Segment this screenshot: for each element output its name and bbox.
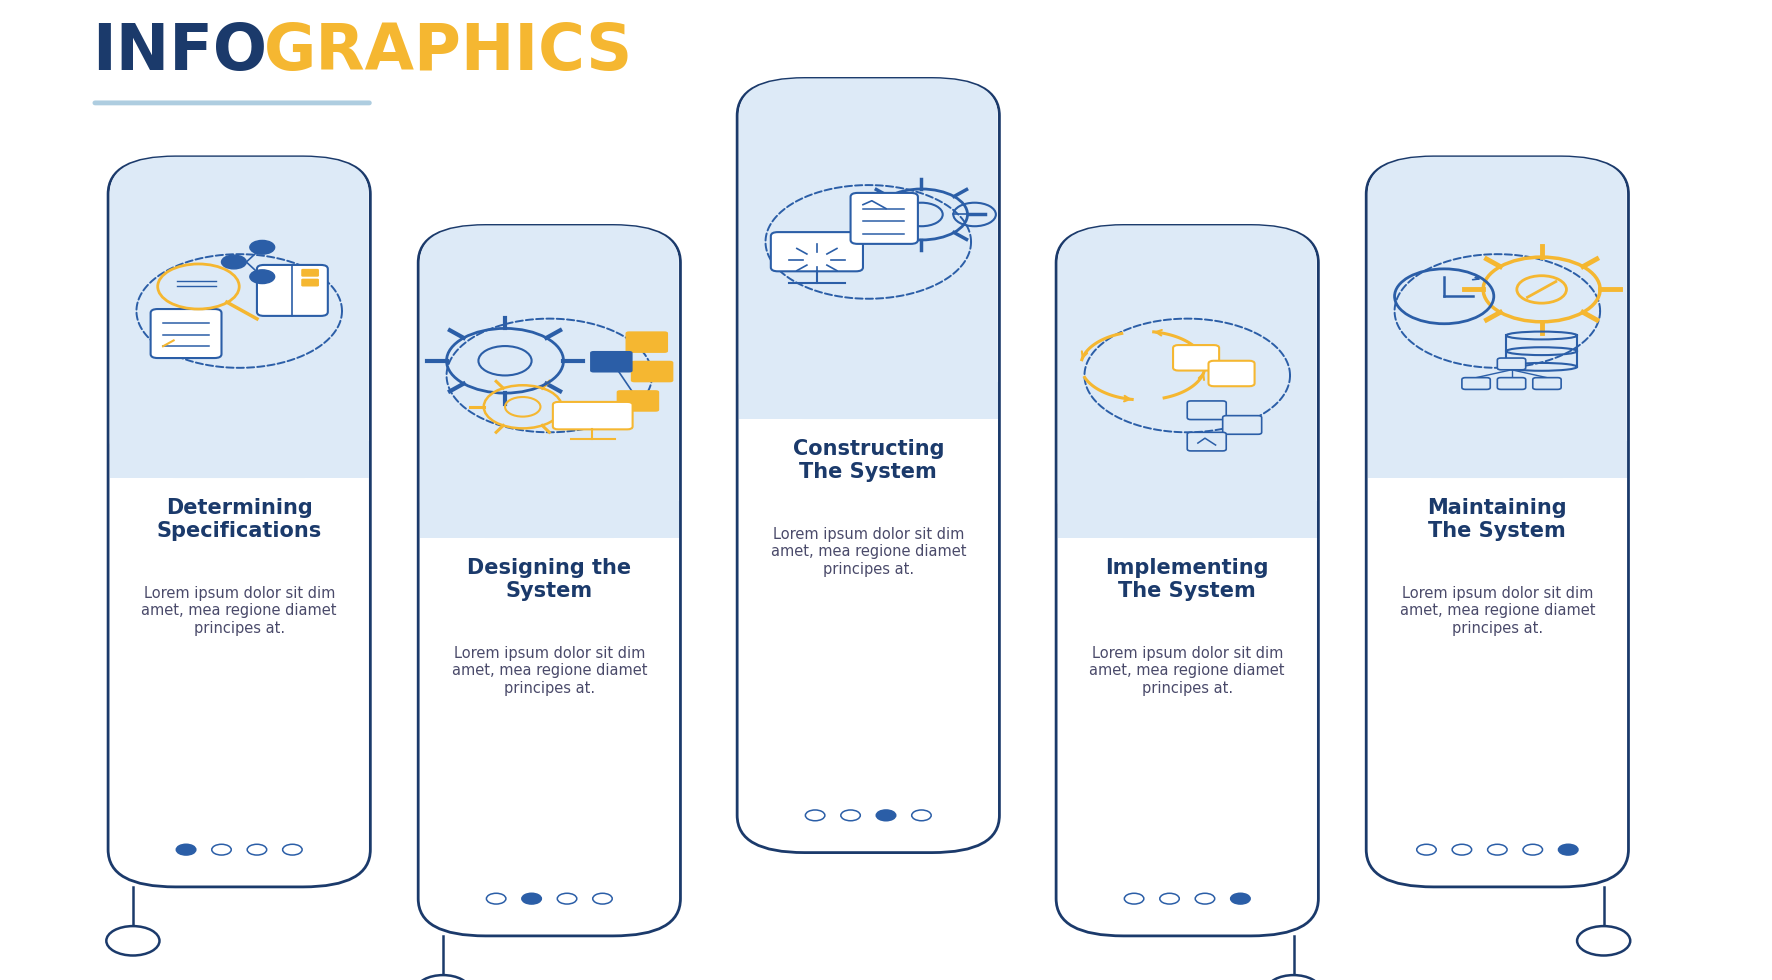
- FancyBboxPatch shape: [1173, 345, 1219, 370]
- Bar: [110, 441, 369, 478]
- FancyBboxPatch shape: [1187, 432, 1226, 451]
- FancyBboxPatch shape: [1223, 416, 1262, 434]
- Text: Maintaining
The System: Maintaining The System: [1428, 498, 1566, 541]
- FancyBboxPatch shape: [631, 361, 673, 382]
- Text: Lorem ipsum dolor sit dim
amet, mea regione diamet
principes at.: Lorem ipsum dolor sit dim amet, mea regi…: [452, 646, 647, 696]
- Circle shape: [1267, 975, 1320, 980]
- FancyBboxPatch shape: [110, 157, 369, 478]
- FancyBboxPatch shape: [771, 232, 863, 271]
- FancyBboxPatch shape: [1533, 377, 1561, 389]
- FancyBboxPatch shape: [418, 225, 680, 936]
- FancyBboxPatch shape: [1058, 225, 1317, 538]
- FancyBboxPatch shape: [1209, 361, 1255, 386]
- FancyBboxPatch shape: [1497, 358, 1526, 369]
- FancyBboxPatch shape: [590, 351, 633, 372]
- FancyBboxPatch shape: [257, 265, 328, 316]
- Text: Lorem ipsum dolor sit dim
amet, mea regione diamet
principes at.: Lorem ipsum dolor sit dim amet, mea regi…: [771, 527, 966, 576]
- FancyBboxPatch shape: [617, 390, 659, 412]
- Bar: [1058, 501, 1317, 538]
- FancyBboxPatch shape: [420, 225, 679, 538]
- FancyBboxPatch shape: [626, 331, 668, 353]
- FancyBboxPatch shape: [553, 402, 633, 429]
- Text: Constructing
The System: Constructing The System: [792, 439, 944, 482]
- FancyBboxPatch shape: [1366, 157, 1628, 887]
- FancyBboxPatch shape: [301, 269, 319, 276]
- FancyBboxPatch shape: [851, 193, 918, 244]
- Circle shape: [1577, 926, 1630, 955]
- FancyBboxPatch shape: [1462, 377, 1490, 389]
- FancyBboxPatch shape: [1497, 377, 1526, 389]
- Circle shape: [106, 926, 159, 955]
- Bar: [1368, 441, 1627, 478]
- Circle shape: [521, 894, 542, 904]
- Circle shape: [1558, 844, 1577, 855]
- Text: Lorem ipsum dolor sit dim
amet, mea regione diamet
principes at.: Lorem ipsum dolor sit dim amet, mea regi…: [1090, 646, 1285, 696]
- Text: Determining
Specifications: Determining Specifications: [156, 498, 323, 541]
- Circle shape: [875, 809, 895, 820]
- Bar: [739, 382, 998, 419]
- Circle shape: [222, 255, 246, 269]
- Circle shape: [1230, 894, 1249, 904]
- Bar: [420, 501, 679, 538]
- Circle shape: [250, 270, 275, 283]
- Text: Lorem ipsum dolor sit dim
amet, mea regione diamet
principes at.: Lorem ipsum dolor sit dim amet, mea regi…: [1400, 586, 1595, 636]
- FancyBboxPatch shape: [301, 278, 319, 286]
- Circle shape: [250, 240, 275, 254]
- Text: INFO: INFO: [92, 22, 268, 83]
- FancyBboxPatch shape: [1056, 225, 1318, 936]
- FancyBboxPatch shape: [737, 78, 999, 853]
- FancyBboxPatch shape: [1187, 401, 1226, 419]
- FancyBboxPatch shape: [108, 157, 370, 887]
- Text: GRAPHICS: GRAPHICS: [264, 22, 633, 83]
- FancyBboxPatch shape: [739, 78, 998, 419]
- Text: Designing the
System: Designing the System: [468, 558, 631, 601]
- Circle shape: [177, 844, 197, 855]
- Text: Lorem ipsum dolor sit dim
amet, mea regione diamet
principes at.: Lorem ipsum dolor sit dim amet, mea regi…: [142, 586, 337, 636]
- Circle shape: [416, 975, 470, 980]
- FancyBboxPatch shape: [151, 309, 222, 358]
- FancyBboxPatch shape: [1368, 157, 1627, 478]
- Text: Implementing
The System: Implementing The System: [1106, 558, 1269, 601]
